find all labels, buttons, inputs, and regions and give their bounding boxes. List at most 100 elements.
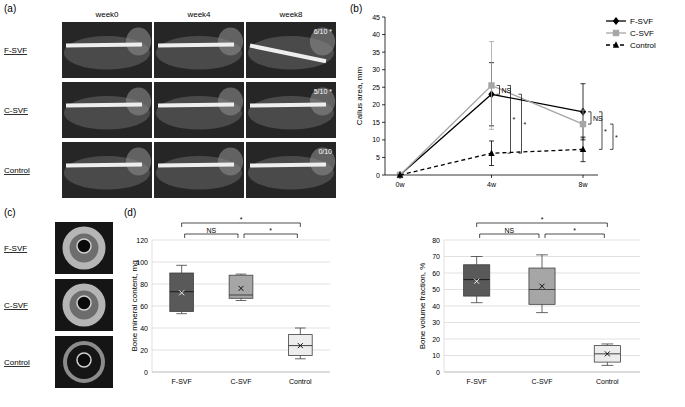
row-label: Control: [4, 358, 30, 367]
xray-image: [154, 22, 244, 78]
y-tick-label: 20: [372, 101, 380, 108]
y-tick-label: 60: [432, 270, 440, 277]
box: [529, 268, 555, 304]
xray-background: [62, 22, 152, 78]
xray-pin: [158, 104, 234, 105]
whisker: [476, 296, 477, 303]
xray-background: [246, 82, 336, 138]
significance-label: *: [615, 134, 618, 141]
y-axis-label: Callus area, mm: [355, 67, 364, 126]
column-header: week4: [186, 10, 211, 19]
xray-image: [154, 82, 244, 138]
significance-bracket: [508, 85, 511, 153]
x-tick-label: 4w: [487, 181, 497, 188]
ct-image: [55, 336, 113, 388]
significance-label: *: [513, 116, 516, 123]
whisker-cap: [295, 328, 306, 329]
legend-label: F-SVF: [630, 17, 653, 26]
xray-image: [62, 22, 152, 78]
x-tick-label: Control: [289, 378, 312, 385]
x-tick-label: 8w: [579, 181, 589, 188]
whisker-cap: [536, 312, 548, 313]
y-tick-label: 40: [372, 31, 380, 38]
whisker: [181, 265, 182, 273]
y-axis-label: Bone volume fraction, %: [418, 263, 427, 350]
y-tick-label: 60: [140, 303, 148, 310]
panel-label: (d): [124, 207, 136, 218]
xray-image: [62, 142, 152, 198]
grid-line: [152, 328, 330, 329]
x-tick-label: Control: [596, 378, 619, 385]
union-rate: 6/10 *: [314, 28, 333, 35]
panel-label: (a): [4, 3, 16, 14]
significance-label: *: [269, 227, 272, 234]
row-label: F-SVF: [4, 244, 27, 253]
row-label: Control: [4, 166, 30, 175]
ct-canal: [77, 296, 91, 310]
significance-bracket: [477, 223, 608, 227]
whisker-cap: [236, 274, 247, 275]
y-tick-label: 30: [372, 66, 380, 73]
point: [488, 150, 494, 156]
xray-joint: [310, 148, 335, 176]
whisker: [300, 356, 301, 359]
y-axis: [152, 240, 153, 372]
mean: [474, 279, 479, 284]
xray-pin: [250, 164, 326, 165]
xray-background: [246, 142, 336, 198]
significance-label: *: [604, 128, 607, 135]
ct-canal: [77, 353, 91, 367]
ct-image: [55, 279, 113, 331]
xray-joint: [218, 148, 243, 176]
y-tick-label: 35: [372, 49, 380, 56]
y-tick-label: 120: [136, 237, 148, 244]
xray-joint: [126, 148, 151, 176]
xray-background: [62, 142, 152, 198]
xray-pin: [158, 164, 234, 165]
point: [580, 121, 586, 127]
x-tick: [583, 175, 584, 178]
whisker: [300, 328, 301, 335]
ct-ring: [66, 230, 102, 266]
mean: [179, 290, 184, 295]
y-tick-label: 10: [432, 352, 440, 359]
x-tick-label: F-SVF: [467, 378, 487, 385]
y-tick: [382, 104, 385, 105]
xray-image: [154, 142, 244, 198]
plot-area: [464, 255, 621, 366]
significance-label: *: [240, 216, 243, 223]
error-bar: [489, 141, 494, 166]
significance-label: NS: [504, 227, 514, 234]
error-bar: [489, 42, 494, 130]
y-tick-label: 5: [376, 154, 380, 161]
x-tick-label: 0w: [396, 181, 406, 188]
ct-background: [55, 336, 113, 388]
median: [529, 289, 555, 290]
xray-joint: [126, 28, 151, 56]
grid-line: [152, 262, 330, 263]
legend-label: Control: [630, 41, 656, 50]
point: [613, 41, 619, 47]
y-tick: [382, 157, 385, 158]
row-label: C-SVF: [4, 106, 28, 115]
grid-line: [444, 322, 640, 323]
y-tick-label: 20: [432, 336, 440, 343]
whisker-cap: [601, 343, 613, 344]
significance-bracket: [185, 234, 238, 238]
box: [170, 273, 194, 312]
y-axis-label: Bone mineral content, mg: [130, 260, 139, 351]
y-tick: [382, 122, 385, 123]
y-tick: [382, 34, 385, 35]
significance-bracket: [519, 94, 522, 153]
whisker-cap: [536, 254, 548, 255]
significance-bracket: [480, 234, 539, 238]
whisker-cap: [236, 300, 247, 301]
error-bar: [581, 110, 586, 138]
plot-area: [170, 265, 312, 359]
column-header: week8: [278, 10, 303, 19]
figure: (a)(b)(c)(d)week0week4week8F-SVF6/10 *C-…: [0, 0, 685, 407]
significance-label: *: [524, 121, 527, 128]
y-tick: [382, 17, 385, 18]
y-tick: [382, 87, 385, 88]
y-tick: [382, 52, 385, 53]
